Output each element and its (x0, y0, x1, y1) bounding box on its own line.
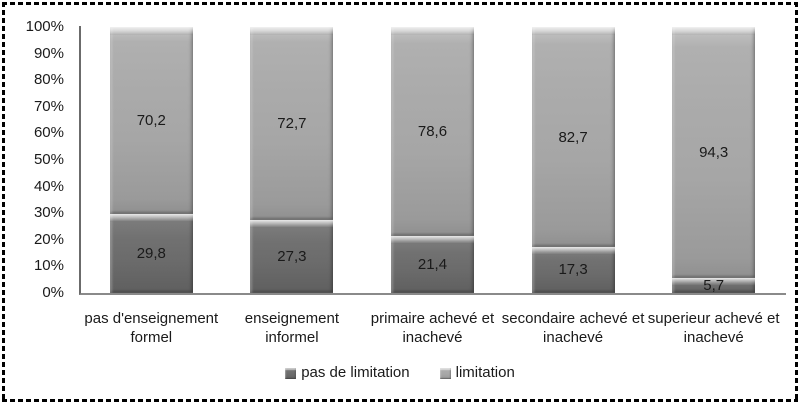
bar: 72,7 27,3 (250, 27, 334, 293)
bar-value-label: 27,3 (277, 248, 307, 266)
y-tick-label: 20% (33, 230, 64, 248)
y-tick-label: 10% (33, 257, 64, 275)
y-tick-label: 80% (33, 71, 64, 89)
x-category-line: enseignement (244, 310, 339, 327)
legend: pas de limitation limitation (0, 364, 800, 382)
y-tick-label: 100% (25, 18, 64, 35)
bar: 78,6 21,4 (390, 27, 474, 293)
x-category-label: secondaire achevé et inachevé (498, 309, 649, 347)
bar: 82,7 17,3 (531, 27, 615, 293)
bar-value-label: 82,7 (558, 128, 588, 146)
bar-segment-pas-de-limitation: 17,3 (531, 246, 615, 293)
legend-label: pas de limitation (301, 364, 410, 381)
bar-segment-limitation: 94,3 (672, 27, 756, 278)
bar-slot: 72,7 27,3 (222, 27, 363, 293)
bar-slot: 82,7 17,3 (503, 27, 644, 293)
bar-segment-limitation: 70,2 (109, 27, 193, 214)
figure-border-top (2, 2, 798, 5)
bars-container: 70,2 29,8 72,7 27,3 78,6 21,4 82,7 17,3 94,3 5,7 (81, 27, 784, 293)
legend-swatch-icon (285, 367, 297, 379)
bar-segment-pas-de-limitation: 27,3 (250, 220, 334, 293)
x-category-line: inachevé (402, 329, 463, 346)
bar-value-label: 70,2 (136, 111, 166, 129)
bar-segment-pas-de-limitation: 5,7 (672, 276, 756, 294)
bar-value-label: 5,7 (703, 276, 725, 294)
bar-segment-limitation: 72,7 (250, 27, 334, 221)
bar-segment-limitation: 82,7 (531, 27, 615, 247)
x-category-label: primaire achevé et inachevé (357, 309, 508, 347)
bar-slot: 70,2 29,8 (81, 27, 222, 293)
x-category-line: pas d'enseignement (84, 310, 219, 327)
x-category-line: superieur achevé et (647, 310, 780, 327)
bar-value-label: 29,8 (136, 244, 166, 262)
plot-area (79, 26, 786, 295)
legend-item: limitation (439, 364, 515, 382)
x-category-line: primaire achevé et (370, 310, 495, 327)
x-category-line: informel (265, 329, 319, 346)
x-category-label: pas d'enseignement formel (76, 309, 227, 347)
legend-item: pas de limitation (285, 364, 410, 382)
bar-value-label: 78,6 (417, 123, 448, 141)
legend-swatch-icon (439, 367, 451, 379)
x-category-label: enseignement informel (217, 309, 368, 347)
bar-value-label: 72,7 (277, 115, 307, 133)
x-axis-category-labels: pas d'enseignement formel enseignement info… (81, 309, 784, 347)
bar: 70,2 29,8 (109, 27, 193, 293)
bar-value-label: 21,4 (417, 256, 448, 274)
bar-value-label: 17,3 (558, 261, 588, 279)
x-category-line: formel (130, 329, 173, 346)
bar: 94,3 5,7 (672, 27, 756, 294)
y-tick-label: 0% (42, 284, 64, 301)
y-tick-label: 30% (33, 204, 64, 222)
legend-label: limitation (455, 364, 515, 381)
x-category-label: superieur achevé et inachevé (638, 309, 789, 347)
y-tick-label: 90% (33, 44, 64, 62)
y-tick-label: 40% (33, 177, 64, 195)
bar-slot: 94,3 5,7 (643, 27, 784, 293)
bar-slot: 78,6 21,4 (362, 27, 503, 293)
x-category-line: inachevé (683, 329, 744, 346)
y-tick-label: 50% (33, 151, 64, 168)
bar-segment-pas-de-limitation: 29,8 (109, 213, 193, 293)
y-tick-label: 70% (33, 97, 64, 115)
figure-border-bottom (2, 399, 798, 402)
bar-segment-pas-de-limitation: 21,4 (390, 236, 474, 293)
y-tick-label: 60% (33, 124, 64, 142)
x-category-line: secondaire achevé et (501, 310, 645, 327)
x-category-line: inachevé (543, 329, 604, 346)
figure-border-left (2, 2, 5, 401)
bar-segment-limitation: 78,6 (390, 27, 474, 237)
bar-value-label: 94,3 (699, 143, 729, 161)
figure-border-right (795, 2, 798, 401)
